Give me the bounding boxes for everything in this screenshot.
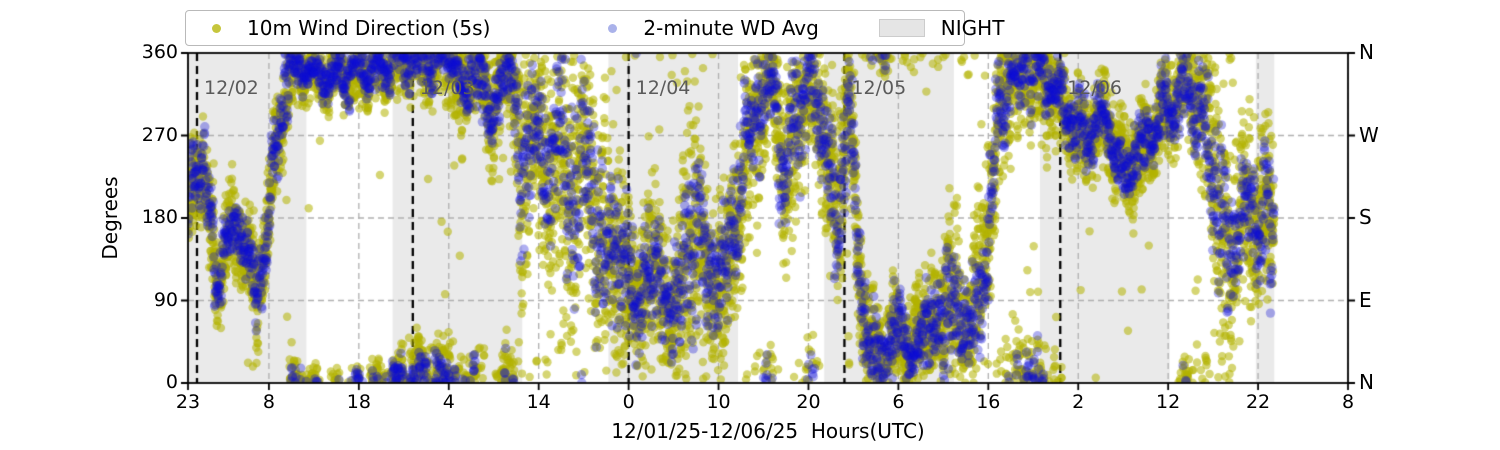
x-tick-label: 10 xyxy=(706,391,731,413)
legend-label-wind-direction: 10m Wind Direction (5s) xyxy=(247,16,491,40)
x-tick-label: 4 xyxy=(442,391,455,413)
right-axis-label: N xyxy=(1359,40,1374,64)
legend-item-wd-avg: 2-minute WD Avg xyxy=(608,16,819,40)
night-patch-icon xyxy=(878,19,925,37)
y-axis-label: Degrees xyxy=(98,176,122,260)
date-label: 12/06 xyxy=(1067,77,1122,99)
legend: 10m Wind Direction (5s) 2-minute WD Avg … xyxy=(185,10,1004,46)
date-label: 12/02 xyxy=(203,77,259,99)
x-tick-label: 23 xyxy=(175,391,201,413)
x-tick-label: 6 xyxy=(892,391,905,413)
date-label: 12/04 xyxy=(635,77,691,99)
y-tick-label: 180 xyxy=(141,206,178,228)
x-tick-label: 8 xyxy=(262,391,275,413)
right-axis-label: S xyxy=(1359,205,1372,229)
y-tick-label: 90 xyxy=(153,288,178,311)
x-tick-label: 18 xyxy=(346,391,371,413)
x-tick-label: 12 xyxy=(1156,391,1181,413)
x-axis-label: 12/01/25-12/06/25 Hours(UTC) xyxy=(611,419,925,443)
y-tick-label: 270 xyxy=(141,123,178,146)
x-tick-label: 20 xyxy=(796,391,821,413)
y-tick-label: 0 xyxy=(165,371,178,393)
x-tick-label: 16 xyxy=(976,391,1001,413)
x-tick-label: 22 xyxy=(1245,391,1271,413)
wind-direction-marker-icon xyxy=(212,23,221,33)
x-tick-label: 2 xyxy=(1072,391,1085,413)
date-label: 12/03 xyxy=(419,77,475,99)
legend-item-wind-direction: 10m Wind Direction (5s) xyxy=(212,16,490,40)
x-tick-label: 0 xyxy=(622,391,635,413)
legend-item-night: NIGHT xyxy=(878,16,1005,40)
wd-avg-marker-icon xyxy=(608,23,618,33)
y-tick-label: 360 xyxy=(141,41,178,63)
right-axis-label: E xyxy=(1359,287,1372,312)
x-tick-label: 8 xyxy=(1341,391,1355,413)
legend-label-night: NIGHT xyxy=(940,16,1005,40)
x-tick-label: 14 xyxy=(526,391,551,413)
right-axis-label: W xyxy=(1359,122,1379,147)
right-axis-label: N xyxy=(1359,370,1374,394)
legend-label-wd-avg: 2-minute WD Avg xyxy=(643,16,819,40)
date-label: 12/05 xyxy=(851,77,907,99)
